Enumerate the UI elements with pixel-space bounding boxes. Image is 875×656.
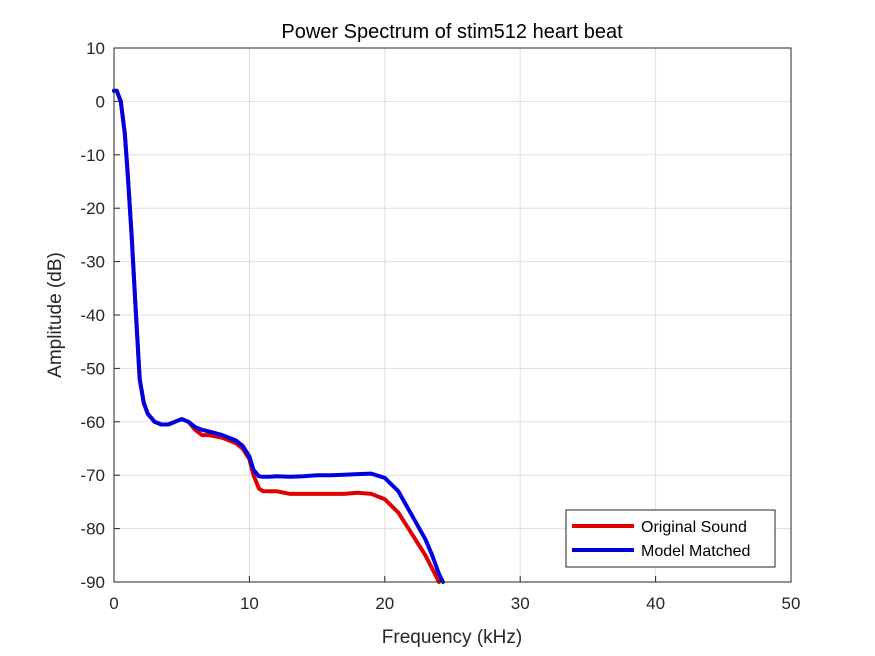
y-tick-label: -10	[80, 146, 105, 165]
y-tick-label: -80	[80, 520, 105, 539]
y-tick-label: -30	[80, 253, 105, 272]
x-tick-label: 30	[511, 594, 530, 613]
legend-box	[565, 509, 776, 568]
x-tick-label: 50	[782, 594, 801, 613]
y-tick-label: -70	[80, 466, 105, 485]
y-tick-label: 10	[86, 39, 105, 58]
x-tick-label: 10	[240, 594, 259, 613]
y-tick-label: -20	[80, 199, 105, 218]
y-tick-label: 0	[96, 92, 105, 111]
y-tick-label: -40	[80, 306, 105, 325]
x-tick-label: 20	[375, 594, 394, 613]
x-tick-label: 40	[646, 594, 665, 613]
y-tick-label: -90	[80, 573, 105, 592]
x-axis-label: Frequency (kHz)	[382, 627, 522, 648]
chart-title: Power Spectrum of stim512 heart beat	[281, 21, 623, 43]
series-layer	[112, 88, 445, 584]
legend: Original Sound Model Matched	[565, 509, 776, 568]
series-line-model-matched	[112, 88, 445, 584]
y-axis-label: Amplitude (dB)	[45, 252, 66, 378]
grid-lines	[114, 48, 791, 582]
x-tick-label: 0	[109, 594, 118, 613]
y-tick-label: -60	[80, 413, 105, 432]
y-tick-label: -50	[80, 359, 105, 378]
tick-layer: 0 10 20 30 40 50 10 0 -10 -20 -30 -40 -50 -60 -70 -80 -9…	[80, 39, 800, 613]
legend-label-original-sound: Original Sound	[641, 519, 747, 536]
legend-label-model-matched: Model Matched	[641, 543, 750, 560]
